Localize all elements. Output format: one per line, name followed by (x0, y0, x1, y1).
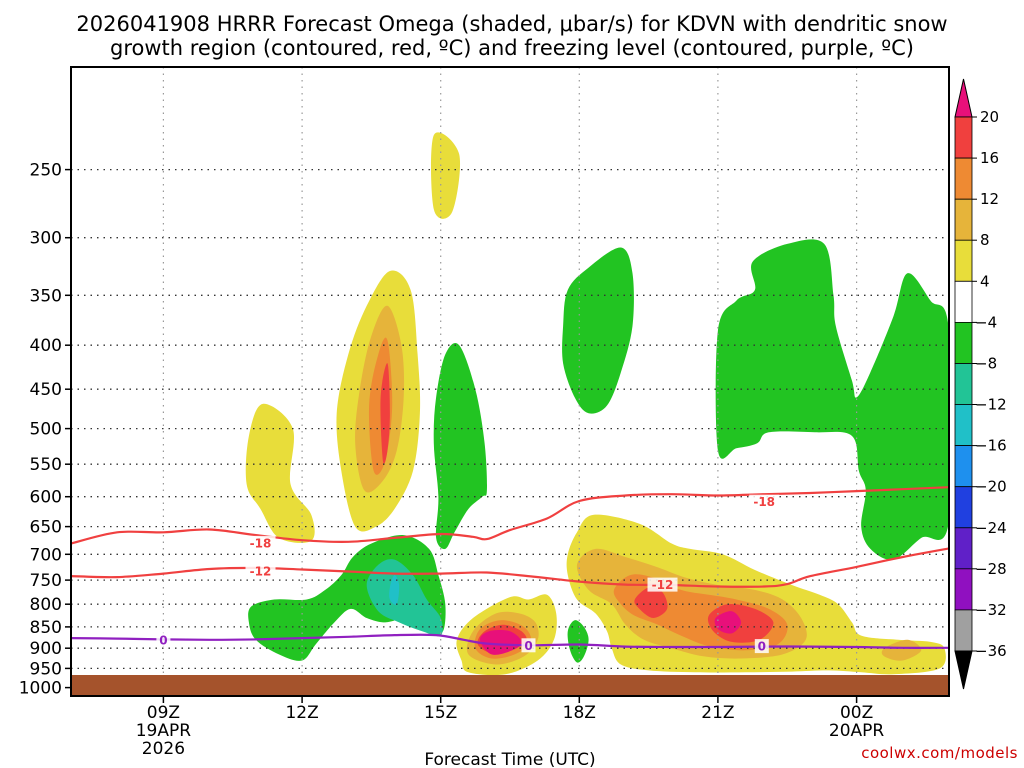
contour-label-bg (521, 638, 536, 653)
plot-frame (70, 66, 950, 697)
omega-fill-neg12-0 (389, 575, 400, 605)
contour-line-neg12 (71, 547, 949, 588)
colorbar-label-neg12: −12 (975, 396, 1007, 414)
y-tick-label-300: 300 (30, 229, 62, 249)
colorbar-label-neg4: −4 (975, 313, 997, 331)
contour-label-bg (754, 639, 769, 654)
y-tick-label-900: 900 (30, 639, 62, 659)
colorbar-segment-4 (954, 280, 973, 323)
omega-fill-neg4-3 (715, 239, 949, 560)
y-tick-label-750: 750 (30, 571, 62, 591)
omega-fill-20-0 (479, 630, 522, 655)
omega-fill-4-0 (431, 132, 461, 219)
contour-line-0 (71, 633, 949, 649)
omega-fill-8-3 (881, 639, 922, 661)
colorbar-segment-9 (954, 486, 973, 529)
colorbar-label-neg8: −8 (975, 355, 997, 373)
y-tick-label-700: 700 (30, 545, 62, 565)
y-tick-label-550: 550 (30, 455, 62, 475)
y-tick-label-800: 800 (30, 595, 62, 615)
colorbar-segment-2 (954, 198, 973, 241)
y-tick-label-400: 400 (30, 336, 62, 356)
colorbar-label-neg28: −28 (975, 560, 1007, 578)
contour-label-bg (245, 535, 276, 550)
colorbar-segment-5 (954, 321, 973, 364)
colorbar-label-neg20: −20 (975, 478, 1007, 496)
y-tick-label-250: 250 (30, 161, 62, 181)
colorbar-segment-10 (954, 527, 973, 570)
colorbar-segment-12 (954, 609, 973, 652)
contour-label-bg (245, 564, 276, 578)
colorbar-label-16: 16 (980, 149, 999, 167)
colorbar-label-neg16: −16 (975, 437, 1007, 455)
x-tick-label-12Z: 12Z (285, 703, 318, 723)
y-tick-label-500: 500 (30, 420, 62, 440)
omega-fill-neg4-5 (567, 620, 589, 663)
contour-label-bg (156, 632, 171, 647)
x-axis-label: Forecast Time (UTC) (424, 750, 595, 768)
grid (71, 67, 949, 695)
omega-shading (245, 132, 949, 676)
y-tick-label-600: 600 (30, 488, 62, 508)
omega-fill-16-2 (634, 587, 668, 618)
colorbar-label-neg36: −36 (975, 642, 1007, 660)
y-tick-label-350: 350 (30, 286, 62, 306)
colorbar-top-arrow (954, 78, 973, 118)
colorbar-segment-0 (954, 116, 973, 159)
x-tick-label-18Z: 18Z (563, 703, 596, 723)
omega-fill-neg8-0 (366, 559, 443, 637)
contour-label-neg18: -18 (250, 536, 272, 550)
contour-label-neg18: -18 (753, 495, 775, 509)
colorbar-label-neg24: −24 (975, 519, 1007, 537)
colorbar-label-20: 20 (980, 108, 999, 126)
credit-text: coolwx.com/models (861, 744, 1018, 762)
colorbar-segment-8 (954, 445, 973, 488)
x-tick-label-15Z: 15Z (424, 703, 457, 723)
colorbar-segment-7 (954, 404, 973, 446)
y-tick-label-1000: 1000 (19, 679, 62, 699)
omega-fill-neg4-0 (433, 342, 488, 550)
y-tick-label-650: 650 (30, 518, 62, 538)
omega-fill-16-0 (380, 363, 390, 465)
omega-fill-neg4-2 (562, 247, 634, 414)
contour-label-bg (647, 577, 678, 592)
x-date-label: 19APR (136, 721, 192, 741)
contour-label-0: 0 (758, 640, 766, 654)
y-tick-label-950: 950 (30, 659, 62, 679)
contour-label-neg12: -12 (652, 578, 674, 592)
temperature-contours: -18 -18 -12 -12 0 0 0 (71, 486, 949, 654)
colorbar-label-neg32: −32 (975, 601, 1007, 619)
contour-line-neg18 (71, 486, 949, 545)
y-tick-label-850: 850 (30, 618, 62, 638)
omega-fill-20-1 (714, 611, 742, 634)
x-year-label: 2026 (142, 739, 185, 759)
contour-label-0: 0 (159, 633, 167, 647)
x-tick-label-00Z: 00Z (840, 703, 873, 723)
x-date-label: 20APR (829, 721, 885, 741)
colorbar-segment-11 (954, 568, 973, 611)
colorbar-segment-3 (954, 239, 973, 282)
colorbar-label-12: 12 (980, 190, 999, 208)
x-tick-label-21Z: 21Z (701, 703, 734, 723)
colorbar-segment-6 (954, 363, 973, 405)
colorbar-label-8: 8 (980, 231, 990, 249)
colorbar-label-4: 4 (980, 272, 990, 290)
chart-title-line-2: growth region (contoured, red, ºC) and f… (110, 36, 914, 60)
colorbar: 20 16 12 8 4 −4 −8 −12 −16 −20 −24 −28 −32 −36 (954, 78, 1007, 690)
contour-label-bg (749, 494, 780, 509)
ground-bar (71, 675, 949, 696)
contour-label-neg12: -12 (250, 565, 272, 579)
colorbar-bottom-arrow (954, 650, 973, 690)
y-axis-ticks: 2503003504004505005506006507007508008509… (19, 161, 71, 699)
omega-fill-4-1 (245, 403, 315, 543)
contour-label-0: 0 (524, 639, 532, 653)
y-tick-label-450: 450 (30, 380, 62, 400)
chart-title-line-1: 2026041908 HRRR Forecast Omega (shaded, … (76, 12, 947, 36)
x-tick-label-09Z: 09Z (147, 703, 180, 723)
colorbar-segment-1 (954, 157, 973, 200)
